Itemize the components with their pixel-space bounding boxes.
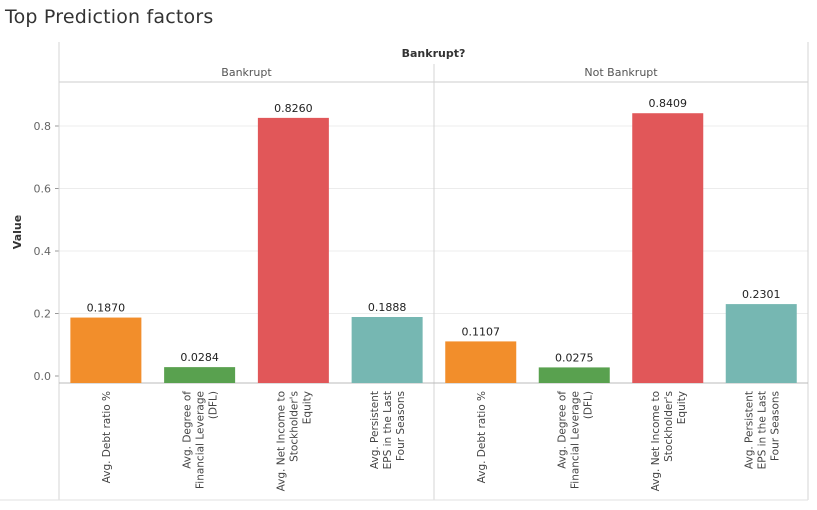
x-tick-label-line: Equity (676, 391, 688, 424)
panel-label: Bankrupt (221, 66, 272, 79)
x-tick-label-line: Avg. Debt ratio % (476, 391, 488, 483)
x-tick-label-line: Four Seasons (769, 391, 781, 461)
x-tick-label-line: Avg. Debt ratio % (101, 391, 113, 483)
x-tick-label-line: Avg. Persistent (369, 391, 381, 469)
bar[interactable] (632, 113, 704, 383)
data-label: 0.1870 (87, 302, 126, 315)
x-tick-label: Avg. Debt ratio % (101, 391, 113, 483)
x-tick-label: Avg. Net Income toStockholder'sEquity (650, 391, 688, 491)
x-tick-label-line: Avg. Net Income to (275, 391, 287, 491)
x-tick-label: Avg. Degree ofFinancial Leverage(DFL) (182, 391, 220, 489)
x-tick-label-line: Stockholder's (663, 391, 675, 462)
data-label: 0.8260 (274, 102, 313, 115)
x-tick-label-line: (DFL) (208, 391, 220, 419)
bar[interactable] (257, 117, 329, 383)
x-tick-label-line: Stockholder's (288, 391, 300, 462)
bar[interactable] (164, 367, 236, 383)
x-tick-label-line: (DFL) (582, 391, 594, 419)
x-tick-label: Avg. Net Income toStockholder'sEquity (275, 391, 313, 491)
panel-label: Not Bankrupt (584, 66, 658, 79)
data-label: 0.8409 (649, 97, 688, 110)
x-tick-label: Avg. Degree ofFinancial Leverage(DFL) (556, 391, 594, 489)
y-axis-label: Value (11, 215, 24, 249)
y-tick-label: 0.0 (34, 370, 52, 383)
bar[interactable] (70, 317, 142, 383)
x-tick-label-line: Avg. Persistent (743, 391, 755, 469)
data-label: 0.1107 (462, 325, 501, 338)
x-tick-label-line: Avg. Degree of (556, 391, 568, 469)
bar[interactable] (725, 304, 797, 383)
x-tick-label: Avg. PersistentEPS in the LastFour Seaso… (369, 391, 407, 469)
x-tick-label-line: Financial Leverage (195, 391, 207, 489)
x-tick-label-line: Financial Leverage (569, 391, 581, 489)
x-tick-label: Avg. PersistentEPS in the LastFour Seaso… (743, 391, 781, 469)
x-tick-label-line: Four Seasons (395, 391, 407, 461)
column-header: Bankrupt? (402, 47, 466, 60)
y-tick-label: 0.6 (34, 183, 52, 196)
data-label: 0.0275 (555, 351, 594, 364)
y-tick-label: 0.8 (34, 120, 52, 133)
bar[interactable] (351, 317, 423, 383)
bar[interactable] (445, 341, 517, 383)
data-label: 0.0284 (180, 351, 219, 364)
x-tick-label-line: Avg. Degree of (182, 391, 194, 469)
y-tick-label: 0.4 (34, 245, 52, 258)
data-label: 0.2301 (742, 288, 781, 301)
data-label: 0.1888 (368, 301, 407, 314)
chart-title: Top Prediction factors (5, 6, 214, 28)
x-tick-label-line: EPS in the Last (756, 391, 768, 469)
x-tick-label-line: Equity (301, 391, 313, 424)
x-tick-label: Avg. Debt ratio % (476, 391, 488, 483)
y-tick-label: 0.2 (34, 308, 52, 321)
x-tick-label-line: EPS in the Last (382, 391, 394, 469)
x-tick-label-line: Avg. Net Income to (650, 391, 662, 491)
bar[interactable] (538, 367, 610, 383)
